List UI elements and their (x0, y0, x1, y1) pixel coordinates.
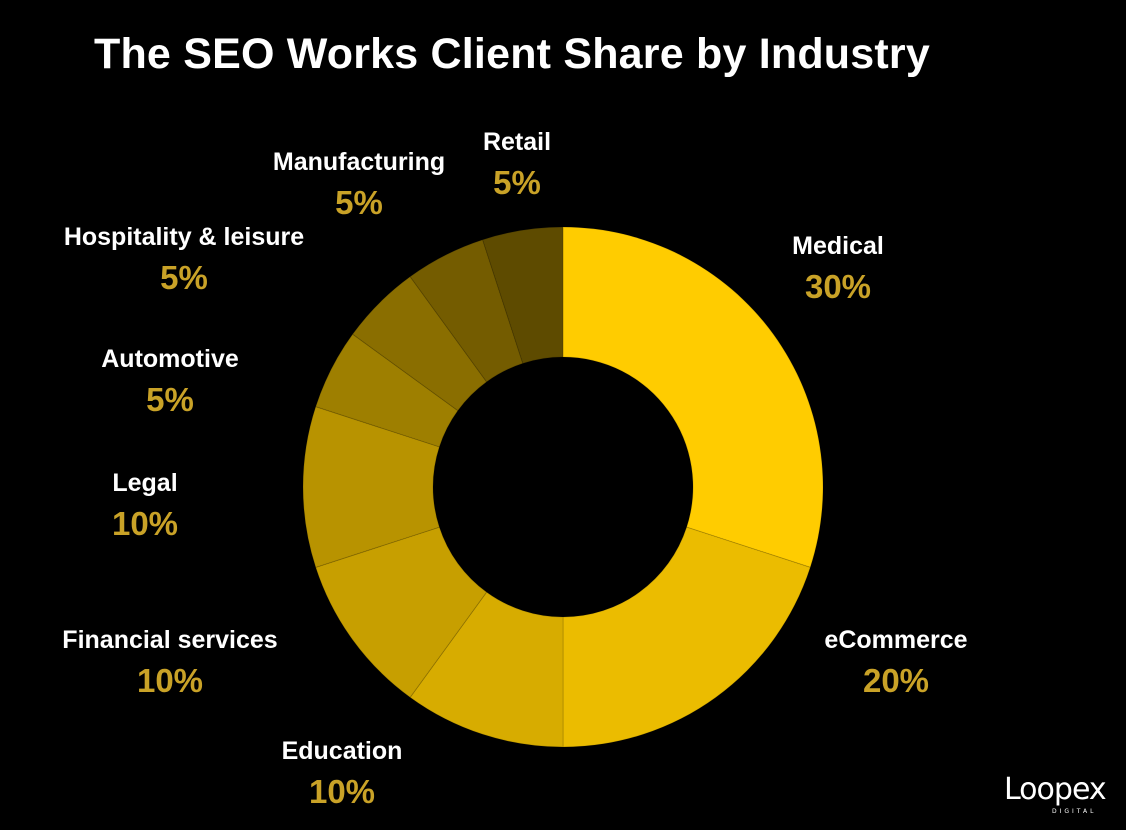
slice-retail (482, 226, 564, 364)
donut-slices (302, 226, 824, 748)
slice-percent-label: 30% (805, 268, 871, 305)
slice-label: Hospitality & leisure (64, 223, 304, 251)
slice-education (409, 591, 564, 748)
slice-ecommerce (562, 526, 811, 748)
slice-percent-label: 5% (146, 381, 194, 418)
slice-percent-label: 10% (309, 773, 375, 810)
slice-percent-label: 10% (137, 662, 203, 699)
slice-label: Retail (483, 128, 551, 156)
slice-percent-label: 5% (160, 259, 208, 296)
slice-label: Medical (792, 232, 884, 260)
slice-label: Manufacturing (273, 148, 445, 176)
slice-legal (302, 406, 440, 568)
slice-medical (562, 226, 824, 568)
slice-manufacturing (409, 239, 524, 383)
brand-logo-subtext: DIGITAL (1052, 808, 1097, 815)
slice-label: Education (282, 737, 403, 765)
chart-title: The SEO Works Client Share by Industry (94, 30, 930, 78)
slice-percent-label: 5% (493, 164, 541, 201)
slice-hospitality-leisure (351, 275, 488, 412)
brand-logo: Loopex (1004, 772, 1107, 807)
slice-label: Legal (112, 469, 177, 497)
slice-label: Financial services (62, 626, 277, 654)
slice-label: eCommerce (824, 626, 967, 654)
slice-percent-label: 20% (863, 662, 929, 699)
slice-percent-label: 10% (112, 505, 178, 542)
slice-financial-services (315, 526, 488, 699)
slice-percent-label: 5% (335, 184, 383, 221)
slice-labels: Medical 30% eCommerce 20% Education 10% Financ… (62, 128, 967, 810)
slice-label: Automotive (101, 345, 239, 373)
